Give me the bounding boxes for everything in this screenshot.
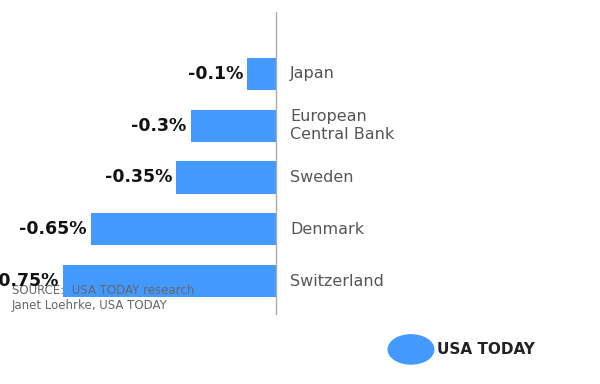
Text: -0.75%: -0.75% <box>0 272 59 290</box>
Bar <box>63 265 276 297</box>
Text: Sweden: Sweden <box>290 170 353 185</box>
Text: USA TODAY: USA TODAY <box>437 342 535 357</box>
Text: -0.35%: -0.35% <box>105 169 172 187</box>
Text: Denmark: Denmark <box>290 222 364 237</box>
Bar <box>91 213 276 245</box>
Text: Japan: Japan <box>290 66 335 81</box>
Text: -0.3%: -0.3% <box>131 117 187 135</box>
Bar <box>176 161 276 194</box>
Text: -0.65%: -0.65% <box>19 220 87 238</box>
Text: SOURCE:  USA TODAY research
Janet Loehrke, USA TODAY: SOURCE: USA TODAY research Janet Loehrke… <box>11 284 194 312</box>
Text: Switzerland: Switzerland <box>290 274 384 289</box>
Bar <box>191 109 276 142</box>
Text: European
Central Bank: European Central Bank <box>290 109 394 142</box>
Text: -0.1%: -0.1% <box>188 65 243 83</box>
Bar <box>247 58 276 90</box>
